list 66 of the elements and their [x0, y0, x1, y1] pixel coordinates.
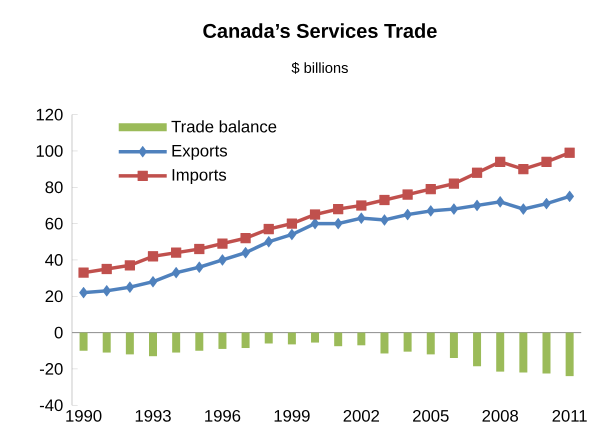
point — [542, 198, 551, 210]
point — [79, 287, 88, 299]
point — [564, 148, 575, 158]
x-tick-label: 2011 — [552, 410, 587, 422]
point — [171, 248, 182, 258]
y-tick-label: 40 — [45, 254, 63, 266]
point — [194, 244, 204, 254]
point — [472, 200, 482, 212]
point — [379, 195, 390, 206]
point — [218, 254, 227, 266]
point — [148, 276, 158, 288]
point — [426, 184, 436, 194]
y-tick-label: -20 — [40, 363, 63, 376]
point — [172, 267, 180, 279]
point — [518, 164, 528, 174]
point — [286, 218, 298, 229]
point — [426, 205, 436, 217]
point — [126, 282, 134, 294]
point — [334, 218, 343, 230]
point — [148, 251, 158, 262]
point — [310, 210, 320, 220]
point — [78, 268, 89, 278]
point — [102, 285, 112, 297]
point — [194, 262, 204, 274]
point — [333, 204, 344, 214]
point — [402, 190, 413, 200]
point — [356, 212, 366, 224]
x-tick-label: 1993 — [136, 410, 171, 422]
point — [240, 233, 251, 244]
point — [264, 236, 274, 248]
y-tick-label: 100 — [36, 145, 63, 158]
y-tick-label: 60 — [46, 218, 63, 230]
legend-label: Trade balance — [171, 120, 276, 133]
x-tick-label: 2005 — [413, 410, 449, 422]
legend-label: Exports — [172, 145, 228, 160]
point — [264, 224, 274, 234]
x-tick-label: 1990 — [66, 410, 102, 422]
point — [472, 168, 482, 178]
y-tick-label: 120 — [36, 108, 63, 121]
point — [519, 204, 528, 215]
x-tick-label: 1996 — [205, 410, 240, 422]
y-tick-label: 0 — [54, 326, 63, 339]
legend-label: Imports — [172, 169, 226, 184]
point — [403, 209, 412, 220]
point — [102, 264, 112, 274]
y-tick-label: 80 — [45, 182, 63, 194]
point — [124, 260, 135, 271]
x-tick-label: 1999 — [274, 410, 310, 422]
point — [241, 247, 250, 259]
point — [310, 218, 320, 230]
chart-title: Canada’s Services Trade — [203, 24, 437, 38]
point — [496, 196, 505, 208]
y-tick-label: 20 — [46, 290, 63, 302]
x-tick-label: 2002 — [344, 410, 380, 422]
point — [450, 204, 458, 215]
point — [565, 190, 574, 202]
point — [217, 238, 228, 249]
point — [541, 156, 552, 168]
point — [380, 214, 389, 226]
point — [356, 200, 366, 211]
point — [448, 178, 460, 190]
chart-subtitle: $ billions — [292, 62, 348, 74]
y-tick-label: -40 — [40, 400, 63, 412]
x-tick-label: 2008 — [482, 410, 518, 422]
point — [495, 156, 506, 168]
point — [288, 229, 296, 240]
